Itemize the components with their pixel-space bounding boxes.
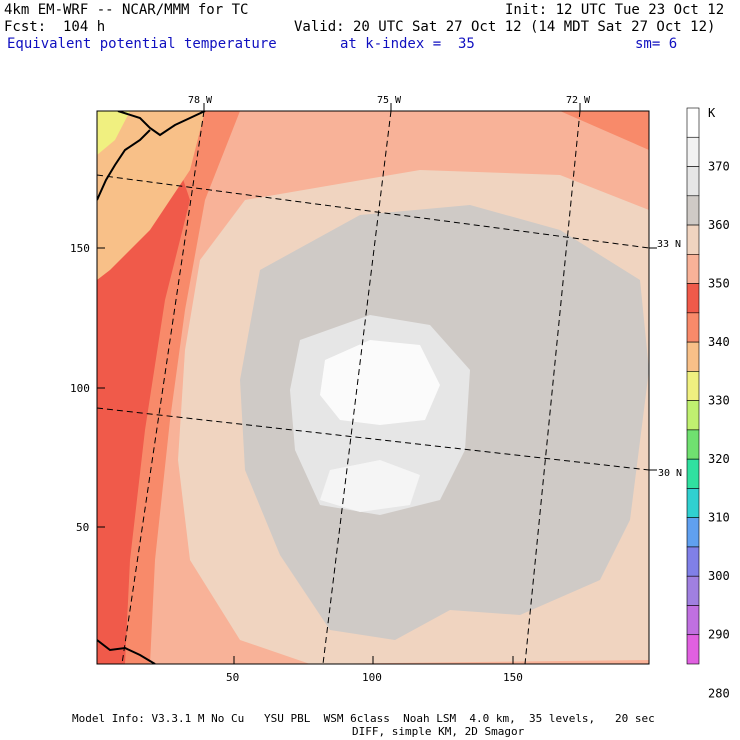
colorbar-labels: 370 360 350 340 330 320 310 300 290 280 xyxy=(708,160,730,701)
x-tick-50: 50 xyxy=(226,671,239,684)
colorbar-bin-15 xyxy=(686,546,700,577)
theta-e-field xyxy=(97,111,649,664)
colorbar-label-280: 280 xyxy=(708,686,730,700)
colorbar-bin-11 xyxy=(686,429,700,460)
x-tick-150: 150 xyxy=(503,671,523,684)
colorbar-bin-1 xyxy=(686,136,700,167)
forecast-hour: Fcst: 104 h xyxy=(4,19,106,35)
lat-line-30 xyxy=(97,407,649,471)
colorbar-bin-5 xyxy=(686,254,700,284)
latlon-grid xyxy=(97,111,649,664)
colorbar-label-370: 370 xyxy=(708,160,730,174)
colorbar-bin-12 xyxy=(686,458,700,489)
lat-label-30: 30 N xyxy=(658,468,682,479)
colorbar-label-320: 320 xyxy=(708,452,730,466)
colorbar-bin-6 xyxy=(686,283,700,314)
field-white-core xyxy=(320,340,440,425)
lon-label-72: 72 W xyxy=(566,95,591,106)
lat-line-33 xyxy=(97,174,649,249)
colorbar-label-330: 330 xyxy=(708,394,730,408)
smoothing: sm= 6 xyxy=(635,36,678,52)
field-name: Equivalent potential temperature xyxy=(7,36,277,52)
colorbar-bin-4 xyxy=(686,224,700,255)
colorbar-bin-0 xyxy=(686,107,700,138)
colorbar-bin-7 xyxy=(686,312,700,343)
colorbar xyxy=(686,107,700,665)
y-tick-150: 150 xyxy=(70,242,90,255)
k-index: at k-index = 35 xyxy=(340,36,475,52)
footer-diffusion: DIFF, simple KM, 2D Smagor xyxy=(352,725,525,738)
colorbar-bin-10 xyxy=(686,400,700,431)
field-nw-yellow xyxy=(97,111,130,155)
colorbar-bin-13 xyxy=(686,488,700,518)
x-tick-100: 100 xyxy=(362,671,382,684)
model-title: 4km EM-WRF -- NCAR/MMM for TC xyxy=(4,2,249,18)
axis-ticks xyxy=(97,103,657,664)
lon-line-72 xyxy=(524,111,581,664)
lon-label-75: 75 W xyxy=(377,95,402,106)
field-white-band xyxy=(320,460,420,512)
colorbar-label-310: 310 xyxy=(708,511,730,525)
coastline-carolina xyxy=(97,129,151,201)
colorbar-unit: K xyxy=(708,106,716,120)
colorbar-bin-16 xyxy=(686,575,700,606)
colorbar-bin-9 xyxy=(686,371,700,401)
lon-line-78 xyxy=(121,111,205,664)
coastline-south xyxy=(97,639,156,664)
coastline-north xyxy=(117,111,206,137)
valid-time: Valid: 20 UTC Sat 27 Oct 12 (14 MDT Sat … xyxy=(294,19,716,35)
colorbar-bin-17 xyxy=(686,605,700,636)
colorbar-bin-3 xyxy=(686,195,700,226)
lat-label-33: 33 N xyxy=(657,239,681,250)
footer-model-info: Model Info: V3.3.1 M No Cu YSU PBL WSM 6… xyxy=(72,712,655,725)
colorbar-label-350: 350 xyxy=(708,277,730,291)
colorbar-label-360: 360 xyxy=(708,218,730,232)
y-tick-100: 100 xyxy=(70,382,90,395)
colorbar-bin-2 xyxy=(686,166,700,197)
lon-line-75 xyxy=(322,111,392,664)
colorbar-label-340: 340 xyxy=(708,335,730,349)
colorbar-bin-18 xyxy=(686,634,700,665)
init-time: Init: 12 UTC Tue 23 Oct 12 xyxy=(505,2,725,18)
lon-label-78: 78 W xyxy=(188,95,213,106)
colorbar-label-300: 300 xyxy=(708,569,730,583)
y-tick-50: 50 xyxy=(76,521,89,534)
colorbar-label-290: 290 xyxy=(708,628,730,642)
colorbar-bin-14 xyxy=(686,517,700,548)
colorbar-bin-8 xyxy=(686,341,700,372)
